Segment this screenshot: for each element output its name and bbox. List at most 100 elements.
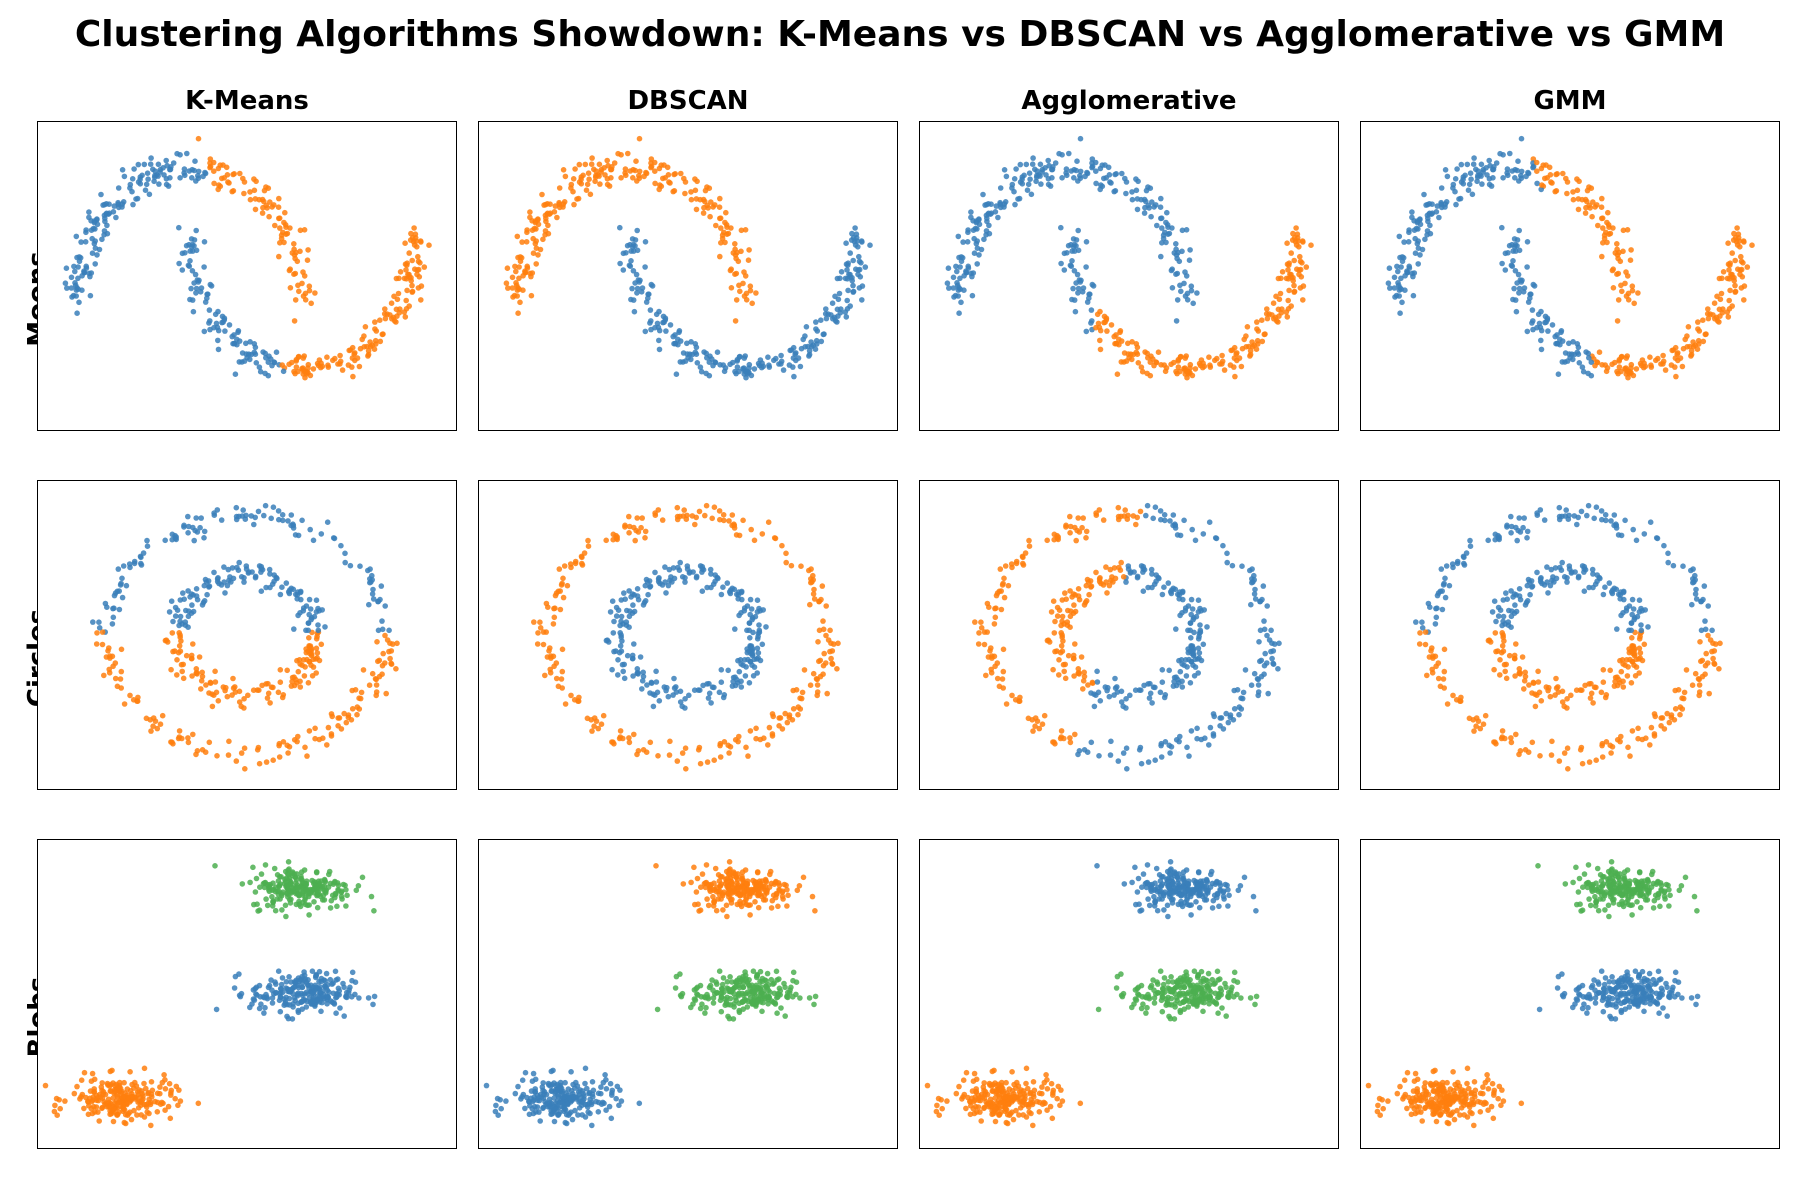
data-point (291, 368, 297, 375)
data-point (1043, 172, 1049, 178)
data-point (1192, 537, 1199, 544)
data-point (798, 563, 804, 569)
data-point (671, 171, 677, 178)
data-point (1607, 230, 1614, 237)
data-point (814, 341, 820, 347)
data-point (593, 1098, 599, 1105)
data-point (247, 189, 253, 195)
data-point (112, 675, 119, 682)
data-point (337, 352, 343, 359)
data-point (1291, 282, 1297, 289)
data-point (189, 244, 195, 250)
data-point (1645, 624, 1651, 630)
data-point (568, 692, 574, 699)
data-point (179, 668, 185, 675)
data-point (383, 690, 390, 697)
data-point (1513, 731, 1519, 738)
data-point (115, 199, 121, 206)
data-point (259, 196, 266, 203)
data-point (634, 586, 641, 592)
data-point (665, 582, 672, 589)
data-point (377, 317, 383, 323)
data-point (384, 311, 390, 317)
data-point (1220, 542, 1226, 549)
data-point (293, 249, 299, 256)
data-point (313, 597, 320, 603)
data-point (551, 1080, 557, 1086)
data-point (1433, 605, 1439, 612)
data-point (370, 1001, 376, 1008)
data-point (539, 191, 545, 198)
data-point (1290, 230, 1296, 237)
data-point (1419, 625, 1426, 631)
data-point (738, 684, 745, 690)
data-point (1013, 558, 1020, 565)
scatter-plot (62, 135, 432, 381)
data-point (1250, 579, 1256, 585)
data-point (347, 562, 354, 569)
data-point (514, 233, 521, 240)
data-point (1632, 673, 1639, 679)
data-point (546, 648, 552, 654)
data-point (349, 706, 356, 712)
data-point (1552, 565, 1559, 571)
data-point (354, 711, 360, 718)
data-point (1191, 673, 1198, 679)
data-point (268, 515, 274, 522)
data-point (273, 884, 279, 891)
data-point (402, 240, 408, 246)
data-point (1141, 210, 1148, 216)
data-point (1097, 308, 1103, 315)
data-point (824, 690, 830, 697)
data-point (776, 361, 782, 367)
data-point (1056, 150, 1062, 157)
data-point (809, 579, 815, 585)
data-point (211, 168, 217, 174)
data-point (555, 1092, 561, 1098)
data-point (94, 252, 100, 258)
data-point (561, 563, 568, 569)
data-point (1453, 201, 1459, 208)
data-point (1393, 292, 1400, 299)
data-point (365, 348, 372, 354)
data-point (193, 285, 200, 292)
data-point (1514, 167, 1520, 174)
data-point (1493, 648, 1499, 655)
data-point (155, 173, 161, 179)
data-point (213, 1006, 220, 1013)
data-point (1564, 358, 1571, 364)
data-point (1502, 267, 1509, 273)
data-point (175, 735, 182, 742)
data-point (706, 690, 713, 697)
data-point (1190, 645, 1197, 652)
data-point (1502, 668, 1508, 675)
data-point (135, 179, 142, 185)
data-point (278, 986, 284, 993)
data-point (1670, 562, 1677, 569)
data-point (1140, 569, 1146, 575)
data-point (1559, 699, 1566, 705)
data-point (686, 570, 693, 576)
data-point (1050, 666, 1056, 673)
data-point (515, 1083, 521, 1090)
data-point (1658, 715, 1664, 721)
data-point (711, 757, 717, 763)
data-point (1608, 589, 1615, 595)
data-point (1188, 596, 1195, 603)
data-point (1508, 735, 1514, 741)
data-point (215, 308, 221, 315)
data-point (144, 543, 151, 549)
data-point (993, 203, 1000, 209)
data-point (105, 648, 111, 654)
data-point (1112, 685, 1119, 691)
data-point (1206, 742, 1212, 748)
data-point (78, 1094, 84, 1100)
data-point (693, 344, 700, 351)
data-point (219, 175, 225, 182)
data-point (1016, 698, 1022, 704)
data-point (1454, 166, 1460, 172)
data-point (816, 658, 822, 665)
data-point (1712, 316, 1718, 322)
data-point (1111, 565, 1118, 571)
data-point (1029, 161, 1036, 167)
